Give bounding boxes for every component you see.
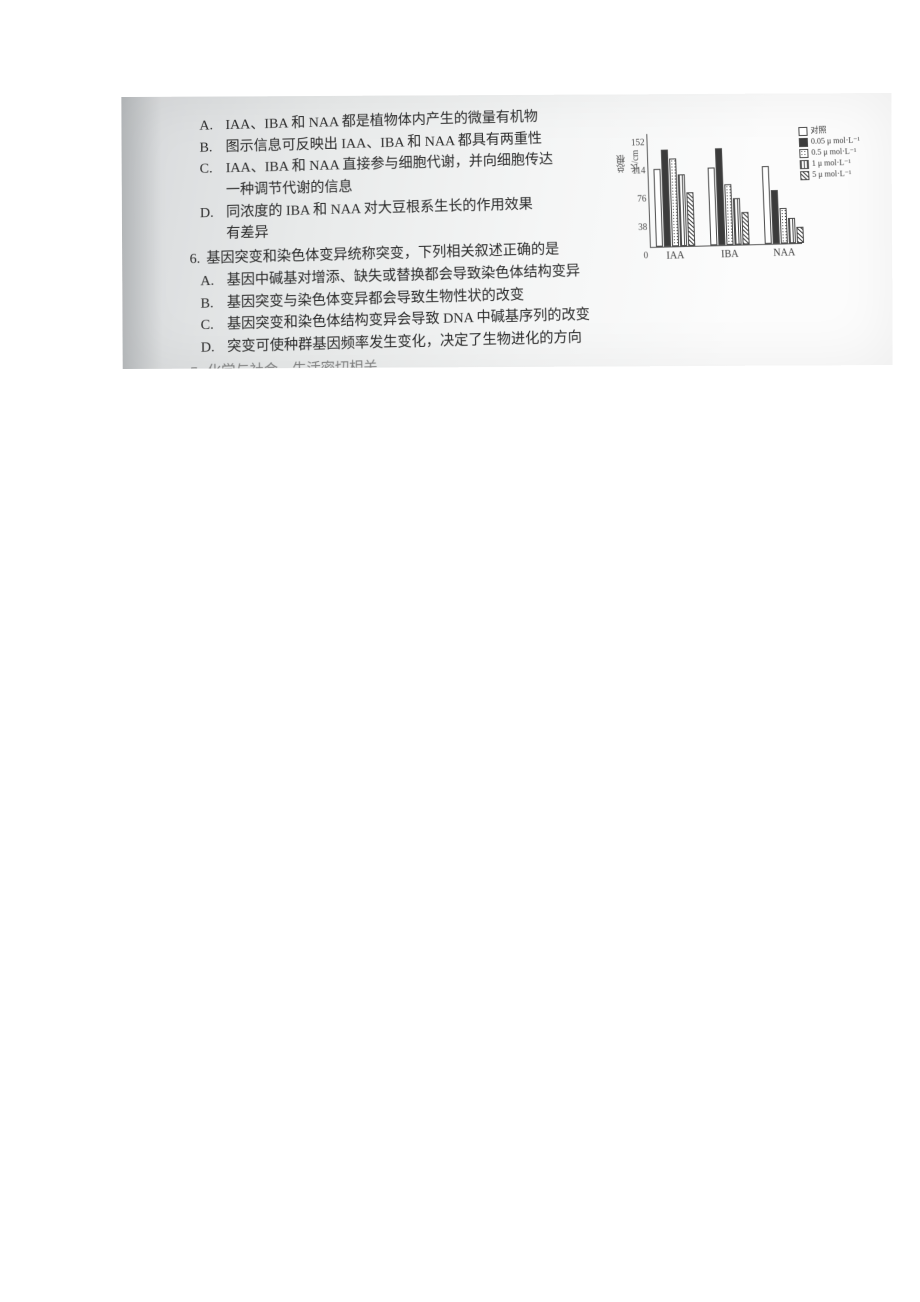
legend-label: 0.5 μ mol·L⁻¹: [811, 147, 856, 158]
chart-bar: [741, 212, 749, 245]
page-content: A. IAA、IBA 和 NAA 都是植物体内产生的微量有机物 B. 图示信息可…: [199, 98, 892, 369]
chart-bar-group: [653, 149, 695, 247]
question-number: 6.: [174, 249, 206, 272]
legend-swatch: [800, 170, 809, 179]
chart-y-tick: 76: [616, 192, 647, 207]
legend-swatch: [799, 148, 808, 157]
chart-x-label: IBA: [709, 246, 750, 263]
chart-bar-group: [707, 148, 750, 246]
legend-swatch: [799, 137, 808, 146]
chart-bar: [779, 208, 787, 244]
chart-y-tick: 152: [614, 136, 644, 151]
chart-bar: [796, 226, 804, 243]
option-label: D.: [201, 337, 228, 360]
option-label: C.: [200, 159, 226, 181]
legend-item: 1 μ mol·L⁻¹: [800, 157, 877, 169]
chart-y-tick: 38: [617, 221, 648, 236]
chart-y-tick: 0: [618, 249, 649, 264]
option-label: B.: [199, 137, 225, 159]
chart-bar: [724, 184, 733, 245]
legend-label: 对照: [810, 125, 826, 135]
chart-bar: [788, 218, 796, 244]
chart-bar: [733, 198, 742, 244]
question-number: 7.: [175, 361, 208, 369]
option-label: B.: [200, 292, 226, 315]
legend-swatch: [800, 159, 809, 168]
chart-bar-group: [762, 165, 804, 244]
legend-label: 5 μ mol·L⁻¹: [812, 169, 851, 180]
option-label: A.: [199, 115, 225, 137]
chart-y-tick: 114: [615, 164, 646, 179]
chart-bar: [771, 190, 780, 244]
legend-label: 1 μ mol·L⁻¹: [812, 158, 851, 169]
legend-item: 5 μ mol·L⁻¹: [800, 168, 877, 180]
option-label: D.: [200, 202, 226, 225]
legend-label: 0.05 μ mol·L⁻¹: [811, 135, 860, 146]
chart-y-ticks: 03876114152: [614, 134, 648, 248]
chart-x-label: NAA: [764, 245, 805, 262]
chart-bar: [678, 175, 687, 247]
legend-item: 对照: [798, 124, 874, 136]
legend-item: 0.5 μ mol·L⁻¹: [799, 146, 876, 158]
root-length-bar-chart: 总根长/cm 03876114152 IAAIBANAA 对照0.05 μ mo…: [614, 128, 880, 271]
chart-x-label: IAA: [655, 248, 696, 265]
legend-item: 0.05 μ mol·L⁻¹: [799, 135, 876, 147]
option-label: C.: [201, 314, 227, 337]
scanned-page-region: A. IAA、IBA 和 NAA 都是植物体内产生的微量有机物 B. 图示信息可…: [121, 93, 892, 369]
chart-legend: 对照0.05 μ mol·L⁻¹0.5 μ mol·L⁻¹1 μ mol·L⁻¹…: [798, 124, 877, 181]
legend-swatch: [798, 126, 807, 135]
chart-bar: [686, 192, 695, 246]
chart-plot-area: [646, 130, 802, 248]
option-label: A.: [200, 270, 226, 293]
